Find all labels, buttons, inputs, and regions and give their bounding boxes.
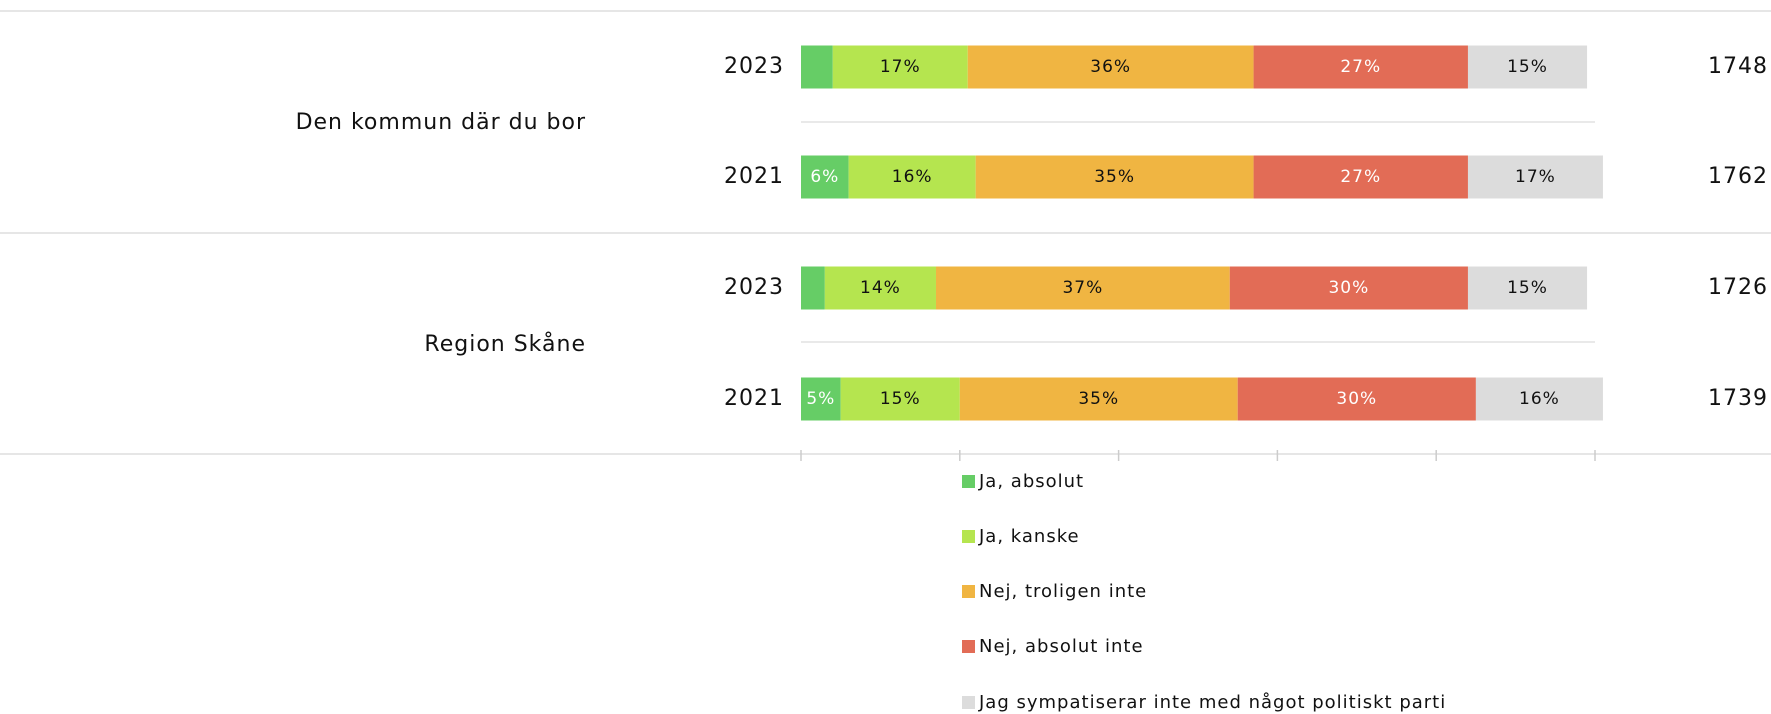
- legend-label: Jag sympatiserar inte med något politisk…: [978, 692, 1446, 713]
- value-label: 17%: [880, 57, 921, 77]
- value-label: 36%: [1090, 57, 1131, 77]
- bar-segment: [848, 155, 976, 199]
- bar-segment: [801, 377, 841, 421]
- value-label: 6%: [810, 167, 839, 187]
- year-label: 2021: [724, 164, 784, 189]
- count-label: 1748: [1708, 54, 1768, 79]
- count-label: 1762: [1708, 164, 1768, 189]
- value-label: 37%: [1062, 278, 1103, 298]
- bar-segment: [1253, 45, 1468, 89]
- legend-swatch: [962, 640, 975, 653]
- bar-segment: [975, 155, 1254, 199]
- bar-segment: [1467, 45, 1588, 89]
- legend-label: Nej, absolut inte: [979, 636, 1144, 657]
- bar-segment: [1229, 266, 1468, 310]
- value-label: 16%: [892, 167, 933, 187]
- bar-segment: [1467, 155, 1603, 199]
- bar-segment: [935, 266, 1230, 310]
- bar-segment: [801, 266, 825, 310]
- value-label: 27%: [1340, 57, 1381, 77]
- bar-segment: [1467, 266, 1588, 310]
- year-label: 2023: [724, 54, 784, 79]
- legend-label: Ja, absolut: [978, 471, 1084, 492]
- legend-swatch: [962, 696, 975, 709]
- count-label: 1726: [1708, 275, 1768, 300]
- value-label: 35%: [1094, 167, 1135, 187]
- legend-swatch: [962, 585, 975, 598]
- value-label: 14%: [860, 278, 901, 298]
- bar-segment: [824, 266, 936, 310]
- bar-segment: [832, 45, 968, 89]
- legend-swatch: [962, 475, 975, 488]
- value-label: 17%: [1515, 167, 1556, 187]
- year-label: 2021: [724, 386, 784, 411]
- bar-segment: [801, 45, 833, 89]
- bar-segment: [959, 377, 1238, 421]
- legend-label: Ja, kanske: [978, 526, 1080, 547]
- value-label: 15%: [1507, 57, 1548, 77]
- value-label: 5%: [806, 389, 835, 409]
- value-label: 15%: [1507, 278, 1548, 298]
- value-label: 15%: [880, 389, 921, 409]
- value-label: 35%: [1078, 389, 1119, 409]
- legend-swatch: [962, 530, 975, 543]
- value-label: 30%: [1328, 278, 1369, 298]
- legend-label: Nej, troligen inte: [979, 581, 1147, 602]
- count-label: 1739: [1708, 386, 1768, 411]
- bar-segment: [1253, 155, 1468, 199]
- year-label: 2023: [724, 275, 784, 300]
- value-label: 16%: [1519, 389, 1560, 409]
- bar-segment: [967, 45, 1254, 89]
- value-label: 30%: [1336, 389, 1377, 409]
- group-label: Region Skåne: [424, 331, 586, 357]
- bar-segment: [840, 377, 960, 421]
- group-label: Den kommun där du bor: [296, 110, 586, 135]
- bar-segment: [1475, 377, 1603, 421]
- bar-segment: [801, 155, 849, 199]
- bar-segment: [1237, 377, 1476, 421]
- value-label: 27%: [1340, 167, 1381, 187]
